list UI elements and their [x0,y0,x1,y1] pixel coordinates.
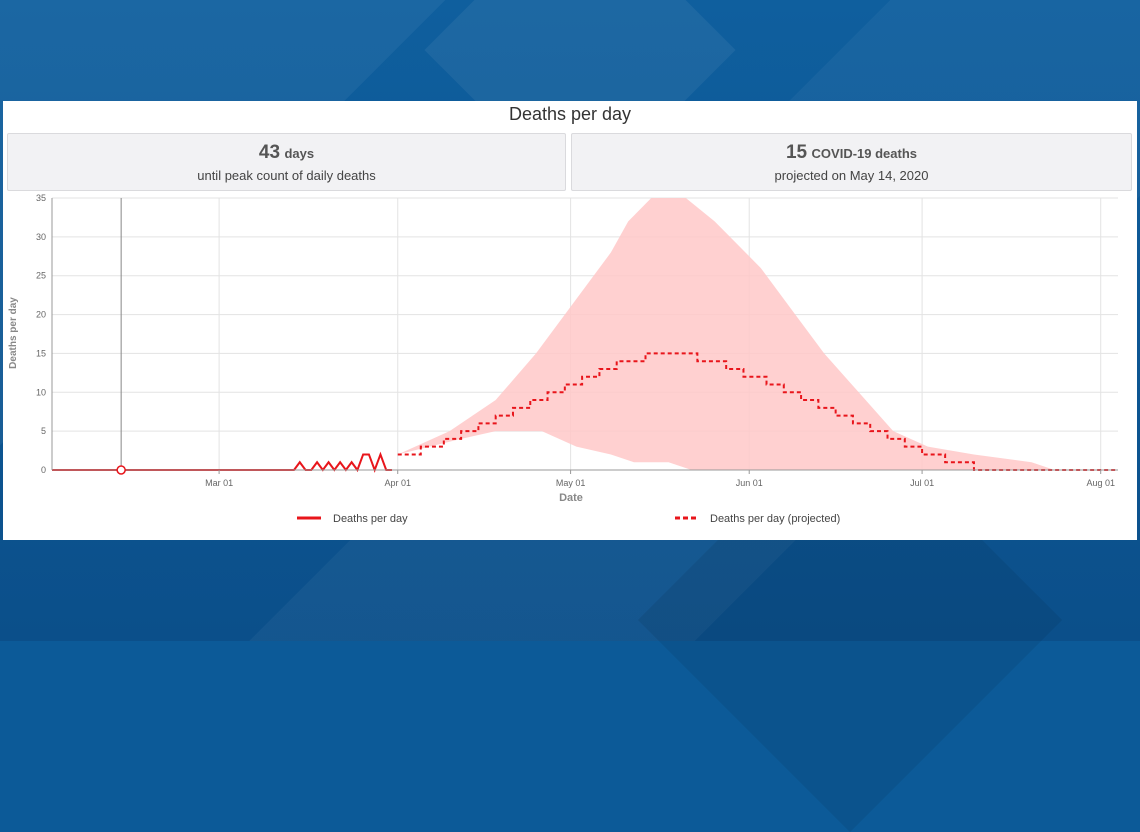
uncertainty-band [397,198,1118,470]
peak-days-value: 43 [258,142,281,163]
y-tick-label: 25 [36,271,46,281]
uncertainty-band-layer [397,198,1118,470]
legend-projected-label[interactable]: Deaths per day (projected) [710,513,840,525]
x-tick-label: Aug 01 [1086,478,1115,488]
y-axis-title: Deaths per day [8,297,19,369]
legend-actual-label[interactable]: Deaths per day [333,513,408,525]
y-tick-label: 5 [41,426,46,436]
axes: 0 5 10 15 20 25 30 35 Mar 01 Apr 01 May 01 Jun 01 Ju… [36,193,1118,488]
peak-days-card: 43 days until peak count of daily deaths [7,133,566,191]
chart-panel: Deaths per day 43 days until peak count … [3,101,1137,540]
y-tick-label: 0 [41,465,46,475]
actual-deaths-line [52,451,392,473]
y-tick-label: 30 [36,232,46,242]
y-tick-label: 15 [36,348,46,358]
x-tick-label: Mar 01 [205,478,233,488]
deaths-chart: 0 5 10 15 20 25 30 35 Mar 01 Apr 01 May 01 Jun 01 Ju… [8,193,1118,525]
projected-deaths-value: 15 [785,142,808,163]
x-axis-title: Date [559,492,583,504]
y-tick-label: 35 [36,193,46,203]
y-tick-label: 10 [36,387,46,397]
y-tick-label: 20 [36,310,46,320]
peak-days-caption: until peak count of daily deaths [197,168,376,183]
projected-deaths-unit: COVID-19 deaths [811,146,918,161]
chart-title: Deaths per day [508,104,632,124]
projected-deaths-card: 15 COVID-19 deaths projected on May 14, … [571,133,1132,191]
marker-point [116,465,126,475]
x-tick-label: Apr 01 [384,478,411,488]
peak-days-unit: days [284,146,315,161]
legend: Deaths per day Deaths per day (projected… [297,513,840,525]
x-tick-label: Jul 01 [910,478,934,488]
x-tick-label: Jun 01 [736,478,763,488]
projected-deaths-caption: projected on May 14, 2020 [774,168,929,183]
projected-deaths-line [397,352,1118,471]
x-tick-label: May 01 [556,478,586,488]
